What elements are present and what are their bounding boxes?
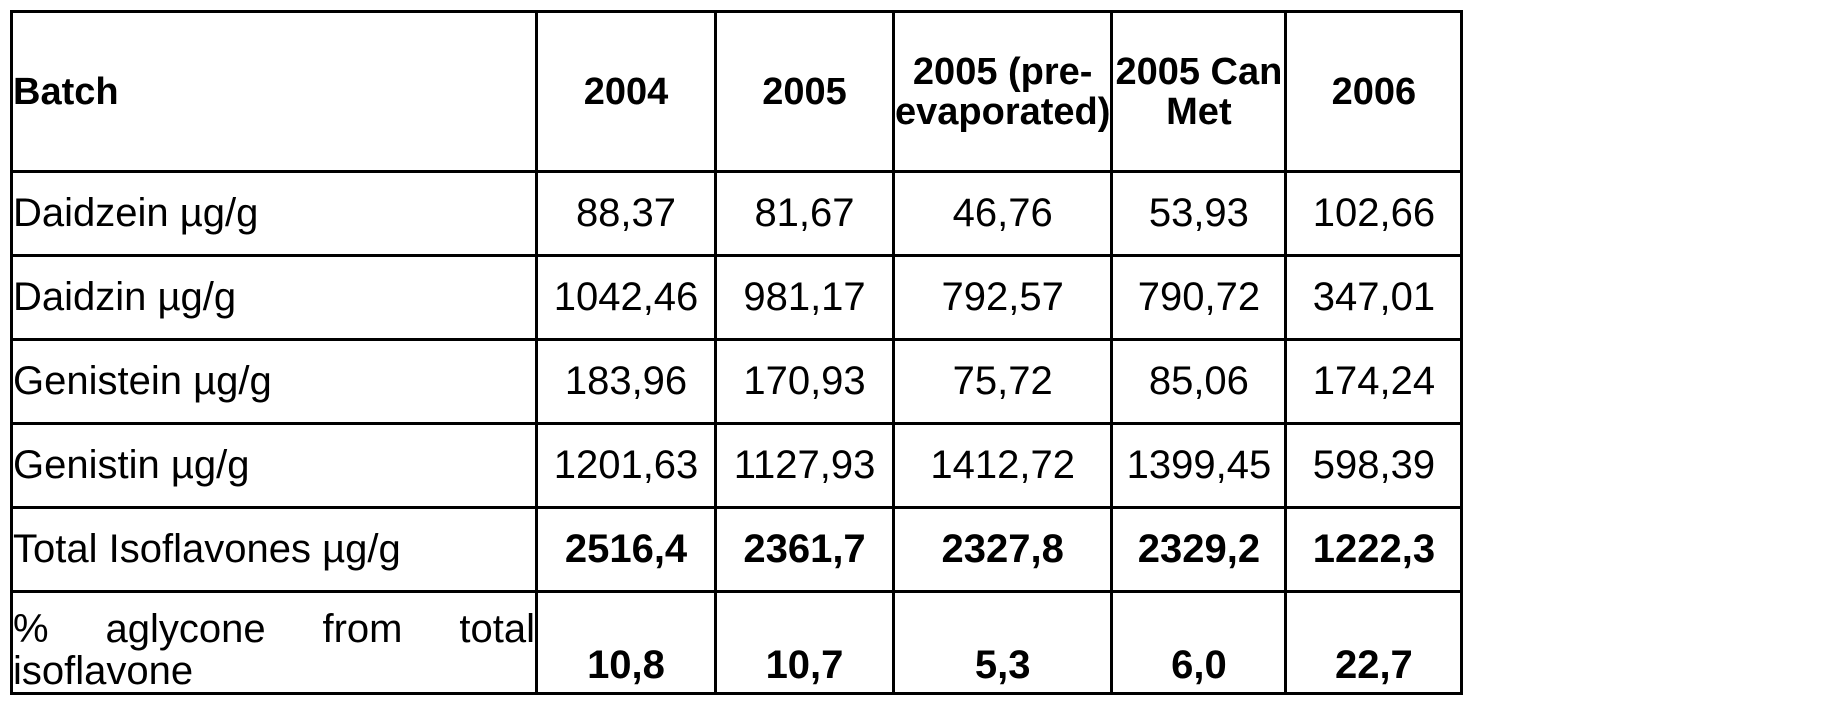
row-label: Genistein µg/g	[12, 340, 537, 424]
table-cell: 981,17	[716, 256, 894, 340]
table-cell: 75,72	[894, 340, 1112, 424]
isoflavone-table: Batch 2004 2005 2005 (pre-evaporated) 20…	[10, 10, 1463, 695]
table-cell: 22,7	[1286, 592, 1462, 694]
table-cell: 790,72	[1112, 256, 1286, 340]
table-cell: 1127,93	[716, 424, 894, 508]
row-label: Total Isoflavones µg/g	[12, 508, 537, 592]
table-row-aglycone-percent: % aglycone from total isoflavone 10,8 10…	[12, 592, 1462, 694]
table-cell: 2327,8	[894, 508, 1112, 592]
table-row-daidzin: Daidzin µg/g 1042,46 981,17 792,57 790,7…	[12, 256, 1462, 340]
header-cell-2006: 2006	[1286, 12, 1462, 172]
table-cell: 10,7	[716, 592, 894, 694]
row-label: % aglycone from total isoflavone	[12, 592, 537, 694]
table-cell: 1412,72	[894, 424, 1112, 508]
table-cell: 2329,2	[1112, 508, 1286, 592]
table-row-total-isoflavones: Total Isoflavones µg/g 2516,4 2361,7 232…	[12, 508, 1462, 592]
table-cell: 170,93	[716, 340, 894, 424]
header-cell-batch: Batch	[12, 12, 537, 172]
table-cell: 81,67	[716, 172, 894, 256]
header-cell-2005-pre-evaporated: 2005 (pre-evaporated)	[894, 12, 1112, 172]
table-row-daidzein: Daidzein µg/g 88,37 81,67 46,76 53,93 10…	[12, 172, 1462, 256]
table-cell: 598,39	[1286, 424, 1462, 508]
table-cell: 347,01	[1286, 256, 1462, 340]
table-cell: 2361,7	[716, 508, 894, 592]
table-cell: 85,06	[1112, 340, 1286, 424]
row-label: Genistin µg/g	[12, 424, 537, 508]
table-cell: 10,8	[537, 592, 716, 694]
header-row: Batch 2004 2005 2005 (pre-evaporated) 20…	[12, 12, 1462, 172]
table-cell: 102,66	[1286, 172, 1462, 256]
table-cell: 174,24	[1286, 340, 1462, 424]
table-cell: 183,96	[537, 340, 716, 424]
table-cell: 53,93	[1112, 172, 1286, 256]
row-label: Daidzin µg/g	[12, 256, 537, 340]
table-cell: 6,0	[1112, 592, 1286, 694]
header-cell-2004: 2004	[537, 12, 716, 172]
table-cell: 5,3	[894, 592, 1112, 694]
table-cell: 792,57	[894, 256, 1112, 340]
table-cell: 2516,4	[537, 508, 716, 592]
table-cell: 46,76	[894, 172, 1112, 256]
table-row-genistein: Genistein µg/g 183,96 170,93 75,72 85,06…	[12, 340, 1462, 424]
table-row-genistin: Genistin µg/g 1201,63 1127,93 1412,72 13…	[12, 424, 1462, 508]
row-label: Daidzein µg/g	[12, 172, 537, 256]
header-cell-2005-can-met: 2005 Can Met	[1112, 12, 1286, 172]
table-cell: 1222,3	[1286, 508, 1462, 592]
table-cell: 88,37	[537, 172, 716, 256]
table-cell: 1201,63	[537, 424, 716, 508]
table-cell: 1399,45	[1112, 424, 1286, 508]
header-cell-2005: 2005	[716, 12, 894, 172]
table-cell: 1042,46	[537, 256, 716, 340]
